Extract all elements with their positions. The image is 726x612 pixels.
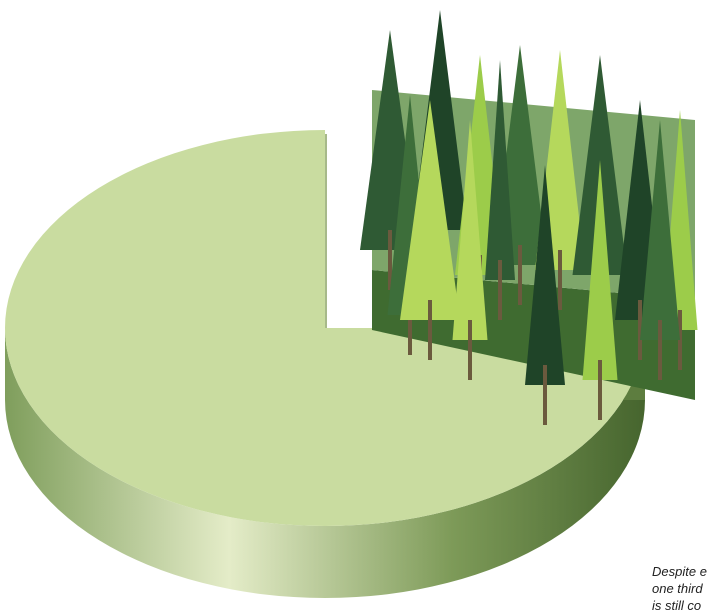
tree	[485, 60, 515, 280]
tree	[400, 100, 460, 320]
trunk	[543, 365, 547, 425]
tree	[640, 120, 680, 340]
trunk	[518, 245, 522, 305]
forest-slice	[360, 10, 698, 425]
trunk	[658, 320, 662, 380]
pie-side	[5, 328, 645, 598]
trunk	[428, 300, 432, 360]
caption-line: is still co	[652, 598, 701, 612]
tree	[525, 165, 565, 385]
trunk	[598, 360, 602, 420]
caption: Despite e one third is still co	[652, 564, 707, 612]
caption-line: Despite e	[652, 564, 707, 579]
tree	[452, 120, 488, 340]
tree	[582, 160, 618, 380]
caption-line: one third	[652, 581, 703, 596]
trunk	[558, 250, 562, 310]
trunk	[638, 300, 642, 360]
trunk	[468, 320, 472, 380]
trunk	[388, 230, 392, 290]
trunk	[408, 295, 412, 355]
pie-slice	[5, 130, 645, 526]
trunk	[498, 260, 502, 320]
